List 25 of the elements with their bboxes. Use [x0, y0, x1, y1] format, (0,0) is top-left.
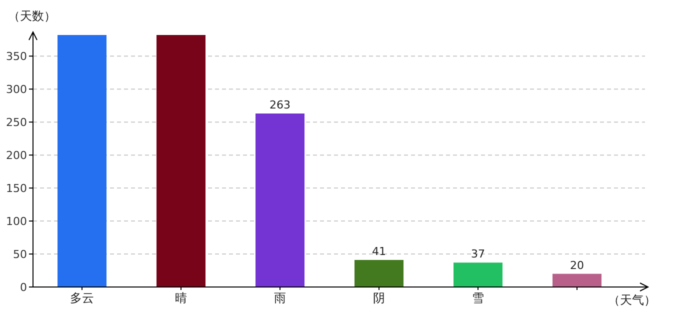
x-tick-label: 雪 [472, 291, 484, 305]
data-label: 37 [471, 248, 485, 261]
bar [354, 260, 404, 287]
bar [156, 35, 206, 287]
bar [58, 35, 106, 287]
y-tick-label: 250 [6, 116, 27, 130]
y-tick-label: 0 [20, 281, 27, 294]
data-label: 41 [372, 244, 386, 258]
x-tick-label: 晴 [175, 291, 187, 305]
y-tick-label: 100 [6, 215, 27, 228]
y-tick-label: 350 [6, 50, 27, 64]
bar [256, 114, 304, 287]
x-tick-label: 多云 [70, 291, 94, 305]
bar [552, 274, 602, 287]
data-label: 263 [270, 98, 290, 112]
x-tick-label: 阴 [373, 291, 385, 305]
data-label: 20 [570, 258, 584, 272]
y-axis-title: （天数） [8, 9, 56, 23]
x-tick-label: 雨 [274, 291, 286, 305]
bar [454, 262, 502, 287]
y-tick-label: 300 [6, 83, 27, 96]
y-tick-label: 50 [13, 248, 27, 262]
y-tick-label: 200 [6, 149, 27, 162]
x-axis-title: （天气） [608, 293, 656, 307]
y-tick-label: 150 [6, 182, 27, 196]
